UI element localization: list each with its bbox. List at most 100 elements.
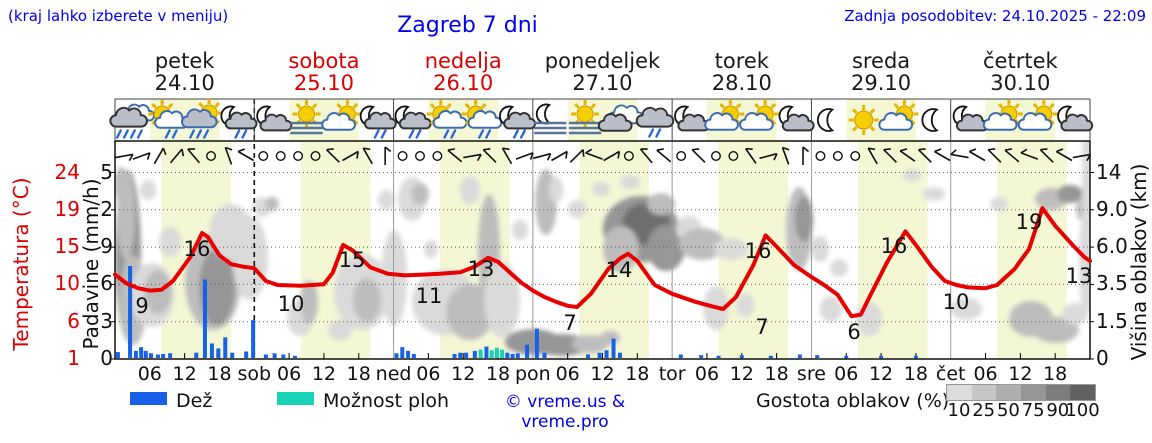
cloud-blob [378,190,394,210]
hour-label: 12 [729,363,754,385]
day-header-row: petek 24.10 sobota 25.10 nedelja 26.10 ponedel… [0,49,1152,97]
rain-bar [263,354,268,358]
wind-barb-icon [656,148,672,163]
calm-wind-icon [728,150,739,161]
temperature-label: 13 [1066,264,1093,288]
rain-bar [505,352,510,358]
cloud-blob [736,293,754,317]
day-date: 28.10 [711,70,772,95]
cloud-height-tick: 6.0 [1096,234,1128,259]
wind-barb-icon [325,148,340,163]
day-header-ponedeljek: ponedeljek 27.10 [533,49,672,95]
temperature-label: 19 [1016,210,1043,234]
temperature-tick: 24 [54,159,80,184]
wind-barb-icon [237,148,255,162]
calm-wind-icon [293,150,304,161]
shower-bar [489,350,494,358]
wind-barb-icon [1072,153,1092,162]
precip-bars [115,265,918,358]
day-header-četrtek: četrtek 30.10 [951,50,1090,95]
weather-icon-sun-cloud-drizzle [148,100,189,139]
rain-bar [913,355,918,358]
weather-icon-sun-cloud [1017,100,1058,131]
rain-bar [115,352,120,358]
rain-bar [510,353,515,358]
precip-tick: 5 [100,159,113,184]
wind-barb-icon [639,148,653,164]
location-hint: (kraj lahko izberete v meniju) [8,7,229,25]
cloud-blob [1082,141,1090,270]
calm-wind-icon [710,150,721,161]
weather-icon-sun-fog [290,100,323,135]
day-abbrev-label: pon [514,363,551,385]
weather-icon-sun-cloud [704,100,745,131]
wind-barb-icon [603,150,621,162]
rain-bar [128,265,133,358]
temperature-label: 13 [468,257,495,281]
wind-barb-icon [515,152,534,160]
cloud-density-scale-label: 25 [972,400,996,421]
temperature-label: 10 [943,290,970,314]
rain-bar [281,354,286,358]
temperature-curve [113,206,1092,319]
hour-label: 06 [137,363,162,385]
rain-bar [879,355,884,358]
wind-barb-icon [1020,148,1039,160]
cloud-density-scale [946,384,1096,401]
weather-icon-moon-cloud [1057,105,1094,132]
chart-borders [111,98,1094,360]
calm-wind-icon [432,150,443,161]
cloud-blob [411,183,429,205]
rain-bar [143,350,148,358]
cloud-blob [603,226,639,272]
wind-barb-icon [187,148,201,164]
wind-barb-icon [224,146,233,165]
calm-wind-icon [623,150,634,161]
temperature-label: 6 [847,320,860,344]
day-header-petek: petek 24.10 [115,50,254,95]
cloud-blob [620,175,640,189]
hour-label: 18 [764,363,789,385]
hour-label: 06 [834,363,859,385]
temperature-label: 14 [606,258,633,282]
rain-bar [585,354,590,358]
cloud-blob [460,176,480,204]
cloud-density-scale-segment [1070,385,1096,400]
last-update: Zadnja posodobitev: 24.10.2025 - 22:09 [844,7,1146,25]
cloud-blob [903,169,921,181]
day-name: ponedeljek [544,49,661,73]
temperature-value-labels: 9 16 10 15 11 13 7 14 7 16 6 16 10 19 13 [135,210,1092,344]
wind-barb-icon [867,147,878,165]
cloud-blob [115,167,128,203]
shower-bar [478,349,483,358]
wind-barb-icon [759,152,778,161]
hour-label: 12 [311,363,337,385]
cloud-density-scale-label: 100 [1065,400,1100,421]
wind-barb-icon [802,146,810,165]
day-header-torek: torek 28.10 [672,50,811,95]
wind-barb-icon [384,146,392,165]
cloud-blob [512,220,528,240]
cloud-blob [1057,185,1083,203]
hour-label: 12 [590,363,615,385]
calm-wind-icon [832,150,843,161]
cloud-blob [950,298,982,320]
cloud-density-scale-segment [996,385,1022,400]
wind-barb-icon [585,148,603,160]
weather-icon-moon-cloud [256,105,293,132]
rain-bar [678,354,683,358]
rain-bar [406,350,411,358]
copyright-link[interactable]: © vreme.us & vreme.pro [504,392,626,432]
temperature-tick: 6 [67,308,80,333]
weather-icon-sun-cloud [321,100,362,131]
cloud-blob [572,335,608,353]
temperature-label: 9 [135,294,148,318]
rain-bar [542,352,547,358]
hour-label: 12 [1008,363,1033,385]
cloud-blob [647,193,675,215]
calm-wind-icon [275,150,286,161]
hour-label: 12 [451,363,476,385]
day-abbrev-label: sob [237,363,272,385]
rain-legend-label: Dež [176,390,213,412]
